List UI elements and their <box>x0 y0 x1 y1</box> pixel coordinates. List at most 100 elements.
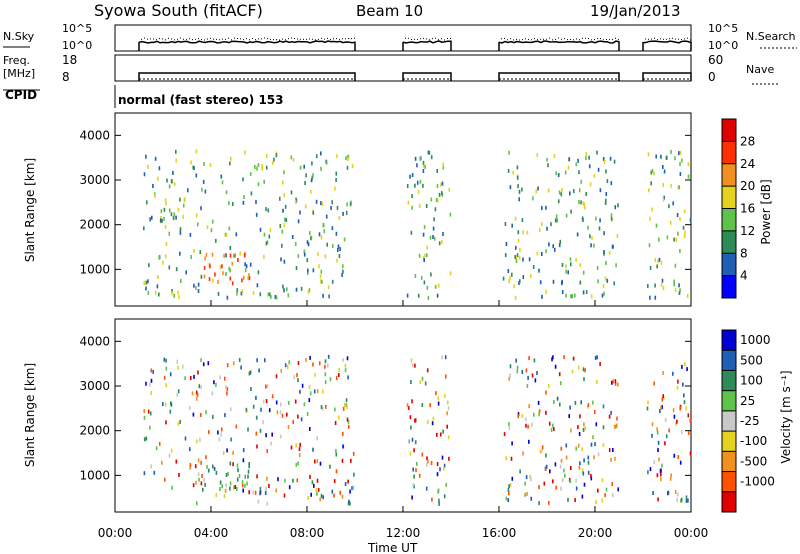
data-point <box>689 451 692 456</box>
noise-right-label: N.Search <box>746 30 796 43</box>
data-point <box>441 239 443 244</box>
data-point <box>324 364 326 369</box>
data-point <box>170 448 173 453</box>
data-point <box>310 189 312 194</box>
data-point <box>307 289 310 294</box>
data-point <box>677 455 680 459</box>
data-point <box>200 358 202 363</box>
data-point <box>647 152 650 157</box>
velocity-y-ticks: 1000 2000 3000 4000 <box>79 334 691 482</box>
data-point <box>153 470 156 475</box>
data-point <box>256 444 258 449</box>
data-point <box>587 403 590 407</box>
data-point <box>152 369 154 374</box>
data-point <box>165 201 167 206</box>
data-point <box>272 160 274 165</box>
data-point <box>217 430 219 435</box>
data-point <box>656 427 658 432</box>
data-point <box>687 162 690 167</box>
data-point <box>143 471 146 476</box>
data-point <box>224 376 226 381</box>
data-point <box>656 264 658 269</box>
data-point <box>280 434 282 439</box>
data-point <box>416 163 418 168</box>
data-point <box>283 193 285 198</box>
data-point <box>575 486 578 491</box>
data-point <box>190 255 192 259</box>
data-point <box>147 290 150 295</box>
data-point <box>207 361 210 366</box>
data-point <box>660 468 662 473</box>
data-point <box>527 424 529 429</box>
data-point <box>587 225 589 230</box>
data-point <box>422 169 425 173</box>
data-point <box>177 421 180 426</box>
data-point <box>611 493 614 498</box>
data-point <box>344 368 347 373</box>
data-point <box>299 210 301 215</box>
data-point <box>346 417 349 422</box>
data-point <box>548 242 550 247</box>
data-point <box>673 237 675 242</box>
data-point <box>171 179 173 184</box>
data-point <box>297 254 300 259</box>
data-point <box>309 355 311 360</box>
data-point <box>555 171 557 176</box>
data-point <box>555 485 557 490</box>
data-point <box>338 415 340 420</box>
data-point <box>335 376 338 381</box>
data-point <box>424 253 426 258</box>
data-point <box>430 272 432 277</box>
data-point <box>599 361 601 366</box>
data-point <box>352 451 355 456</box>
data-point <box>663 169 666 174</box>
data-point <box>229 253 232 258</box>
data-point <box>614 456 616 461</box>
data-point <box>617 203 619 208</box>
data-point <box>283 288 285 293</box>
data-point <box>270 294 272 299</box>
data-point <box>449 271 452 276</box>
data-point <box>409 451 412 456</box>
data-point <box>610 410 612 415</box>
data-point <box>320 269 323 274</box>
data-point <box>327 285 330 290</box>
data-point <box>590 474 592 478</box>
data-point <box>264 491 267 495</box>
data-point <box>575 257 577 262</box>
data-point <box>442 165 445 170</box>
data-point <box>149 217 151 222</box>
data-point <box>147 409 150 414</box>
data-point <box>584 426 587 431</box>
data-point <box>416 180 419 185</box>
data-point <box>146 200 148 205</box>
data-point <box>256 474 258 479</box>
data-point <box>514 255 516 259</box>
data-point <box>342 444 344 449</box>
data-point <box>310 236 312 241</box>
data-point <box>257 182 260 187</box>
data-point <box>309 474 311 479</box>
data-point <box>416 461 418 466</box>
data-point <box>572 356 575 361</box>
data-point <box>176 392 178 397</box>
data-point <box>301 383 304 388</box>
data-point <box>669 476 672 481</box>
data-point <box>436 198 439 203</box>
data-point <box>176 359 179 364</box>
data-point <box>441 191 443 196</box>
data-point <box>677 379 679 384</box>
data-point <box>152 184 154 188</box>
data-point <box>349 501 351 506</box>
data-point <box>189 465 191 470</box>
data-point <box>661 397 664 402</box>
data-point <box>206 225 209 230</box>
data-point <box>443 463 446 468</box>
data-point <box>519 469 521 474</box>
data-point <box>197 282 200 287</box>
data-point <box>538 501 540 506</box>
data-point <box>442 162 444 167</box>
data-point <box>320 166 322 171</box>
y-tick-label: 2000 <box>79 424 110 438</box>
data-point <box>594 442 596 447</box>
